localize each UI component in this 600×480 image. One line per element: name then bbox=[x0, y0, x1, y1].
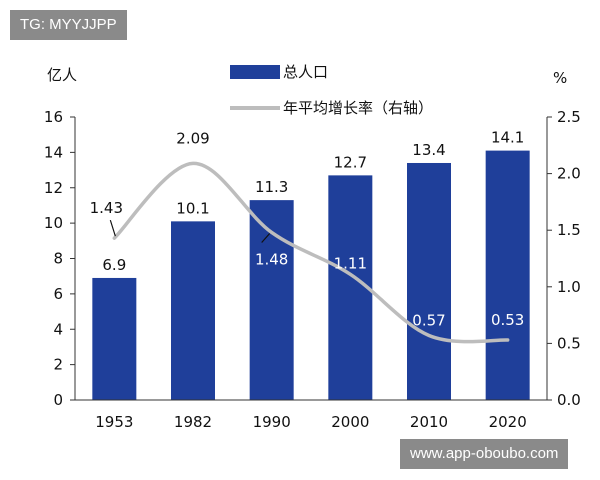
left-tick-label: 2 bbox=[53, 356, 63, 374]
leader-line bbox=[261, 233, 271, 243]
line-group bbox=[112, 161, 510, 344]
data-labels-group: 6.9 10.1 11.3 12.7 13.4 14.1 1.43 2.09 1.48 1.11 0… bbox=[90, 129, 525, 330]
x-tick-label: 2020 bbox=[489, 413, 527, 431]
x-tick-label: 1990 bbox=[253, 413, 291, 431]
left-tick-label: 4 bbox=[53, 320, 63, 338]
x-tick-label: 1953 bbox=[95, 413, 133, 431]
line-value-label: 1.43 bbox=[90, 199, 123, 217]
bar bbox=[485, 150, 530, 400]
line-value-label: 0.53 bbox=[491, 311, 524, 329]
legend-label-line: 年平均增长率（右轴） bbox=[283, 99, 433, 117]
bar bbox=[171, 221, 215, 400]
bar-value-label: 14.1 bbox=[491, 129, 524, 147]
bar-value-label: 10.1 bbox=[176, 199, 209, 217]
bar-value-label: 6.9 bbox=[102, 256, 126, 274]
left-tick-label: 14 bbox=[44, 143, 63, 161]
right-tick-label: 2.5 bbox=[557, 108, 581, 126]
line-value-label: 1.11 bbox=[334, 254, 367, 272]
x-tick-label: 2000 bbox=[331, 413, 369, 431]
x-tick-label: 1982 bbox=[174, 413, 212, 431]
legend-swatch-bars bbox=[230, 65, 280, 79]
watermark-bottom: www.app-oboubo.com bbox=[400, 439, 569, 469]
left-tick-label: 12 bbox=[44, 179, 63, 197]
axes-group: 0 2 4 6 8 10 12 14 16 0.0 0.5 1.0 1.5 2.0 2.5 1953 1982 1… bbox=[44, 108, 581, 431]
bar-value-label: 12.7 bbox=[334, 153, 367, 171]
left-tick-label: 0 bbox=[53, 391, 63, 409]
line-value-label: 0.57 bbox=[412, 311, 445, 329]
right-tick-label: 1.5 bbox=[557, 221, 581, 239]
left-tick-label: 10 bbox=[44, 214, 63, 232]
bar bbox=[407, 162, 451, 400]
x-tick-label: 2010 bbox=[410, 413, 448, 431]
right-tick-label: 0.5 bbox=[557, 334, 581, 352]
right-axis-unit: % bbox=[553, 69, 567, 87]
legend-label-bars: 总人口 bbox=[283, 63, 328, 81]
left-axis-unit: 亿人 bbox=[47, 66, 77, 84]
left-tick-label: 16 bbox=[44, 108, 63, 126]
bars-group bbox=[92, 150, 530, 400]
right-tick-label: 1.0 bbox=[557, 278, 581, 296]
line-value-label: 1.48 bbox=[255, 250, 288, 268]
right-tick-label: 2.0 bbox=[557, 165, 581, 183]
bar-value-label: 11.3 bbox=[255, 178, 288, 196]
left-tick-label: 6 bbox=[53, 285, 63, 303]
bar bbox=[249, 200, 294, 400]
growth-rate-line bbox=[112, 161, 510, 344]
line-value-label: 2.09 bbox=[176, 129, 209, 147]
right-tick-label: 0.0 bbox=[557, 391, 581, 409]
bar-value-label: 13.4 bbox=[412, 141, 445, 159]
leader-line bbox=[109, 219, 116, 237]
watermark-top: TG: MYYJJPP bbox=[10, 10, 127, 40]
left-tick-label: 8 bbox=[53, 250, 63, 268]
bar bbox=[92, 277, 137, 400]
